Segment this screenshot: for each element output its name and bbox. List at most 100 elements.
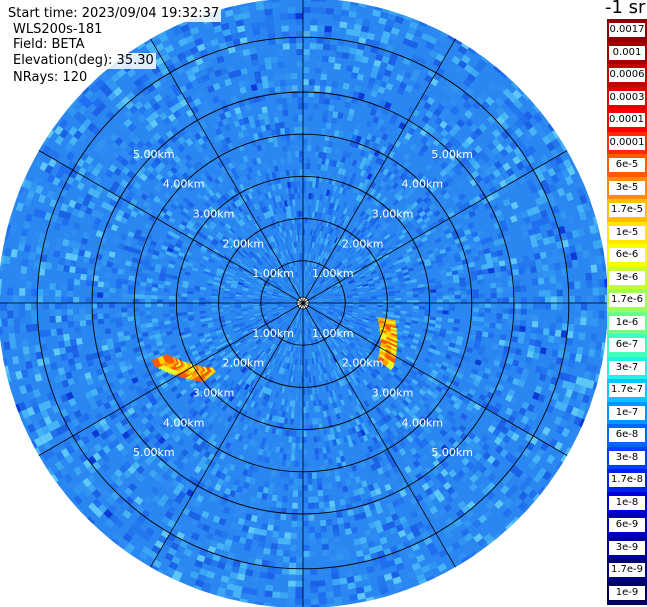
noise-bin bbox=[309, 328, 312, 335]
noise-bin bbox=[444, 184, 453, 193]
noise-bin bbox=[469, 68, 480, 78]
noise-bin bbox=[43, 309, 50, 317]
noise-bin bbox=[309, 265, 312, 272]
noise-bin bbox=[366, 325, 373, 330]
noise-bin bbox=[389, 172, 396, 181]
noise-bin bbox=[310, 306, 316, 310]
noise-bin bbox=[418, 290, 425, 294]
noise-bin bbox=[386, 559, 396, 568]
noise-bin bbox=[349, 257, 355, 263]
noise-bin bbox=[328, 56, 336, 64]
noise-bin bbox=[206, 570, 216, 579]
noise-bin bbox=[463, 229, 472, 236]
noise-bin bbox=[165, 459, 174, 468]
noise-bin bbox=[171, 556, 181, 565]
noise-bin bbox=[303, 49, 310, 56]
noise-bin bbox=[428, 252, 435, 259]
noise-bin bbox=[367, 324, 374, 328]
noise-bin bbox=[544, 303, 551, 310]
noise-bin bbox=[312, 484, 318, 491]
noise-bin bbox=[351, 426, 357, 434]
noise-bin bbox=[359, 169, 366, 177]
noise-bin bbox=[305, 211, 308, 218]
noise-bin bbox=[311, 241, 315, 248]
noise-bin bbox=[514, 468, 524, 479]
noise-bin bbox=[409, 21, 419, 30]
noise-bin bbox=[395, 268, 402, 273]
noise-bin bbox=[429, 227, 437, 234]
noise-bin bbox=[328, 397, 333, 404]
noise-bin bbox=[306, 310, 310, 316]
noise-bin bbox=[312, 247, 315, 255]
noise-bin bbox=[169, 463, 178, 472]
noise-bin bbox=[319, 270, 324, 277]
noise-bin bbox=[327, 309, 334, 313]
noise-bin bbox=[368, 243, 375, 249]
noise-bin bbox=[373, 97, 382, 106]
noise-bin bbox=[341, 324, 347, 328]
noise-bin bbox=[239, 561, 248, 570]
noise-bin bbox=[305, 328, 308, 335]
noise-bin bbox=[576, 409, 585, 419]
noise-bin bbox=[266, 348, 272, 355]
noise-bin bbox=[223, 374, 230, 381]
noise-bin bbox=[393, 373, 400, 380]
noise-bin bbox=[312, 418, 316, 425]
noise-bin bbox=[127, 293, 134, 299]
noise-bin bbox=[498, 440, 508, 449]
noise-bin bbox=[311, 260, 315, 267]
noise-bin bbox=[452, 380, 460, 388]
noise-bin bbox=[417, 149, 426, 157]
noise-bin bbox=[315, 363, 319, 370]
noise-bin bbox=[495, 423, 505, 432]
noise-bin bbox=[332, 111, 339, 119]
noise-bin bbox=[383, 470, 392, 479]
noise-bin bbox=[565, 388, 574, 398]
noise-bin bbox=[308, 328, 311, 335]
noise-bin bbox=[430, 77, 439, 87]
noise-bin bbox=[355, 246, 362, 253]
noise-bin bbox=[352, 386, 358, 394]
noise-bin bbox=[298, 358, 301, 365]
noise-bin bbox=[376, 374, 383, 381]
noise-bin bbox=[361, 335, 368, 340]
noise-bin bbox=[314, 85, 321, 92]
noise-bin bbox=[313, 280, 318, 287]
noise-bin bbox=[562, 395, 571, 405]
noise-bin bbox=[424, 487, 434, 496]
noise-bin bbox=[143, 495, 152, 505]
noise-bin bbox=[403, 406, 411, 414]
noise-bin bbox=[322, 555, 331, 563]
noise-bin bbox=[322, 251, 326, 258]
noise-bin bbox=[336, 406, 342, 414]
noise-bin bbox=[145, 298, 152, 303]
noise-bin bbox=[411, 378, 419, 386]
noise-bin bbox=[302, 550, 310, 557]
noise-bin bbox=[444, 448, 453, 457]
noise-bin bbox=[69, 338, 77, 346]
noise-bin bbox=[261, 437, 267, 444]
noise-bin bbox=[397, 135, 405, 143]
noise-bin bbox=[471, 368, 479, 375]
noise-bin bbox=[324, 25, 333, 33]
noise-bin bbox=[364, 88, 373, 96]
noise-bin bbox=[424, 309, 431, 314]
noise-bin bbox=[316, 338, 320, 345]
noise-bin bbox=[321, 404, 326, 412]
noise-bin bbox=[382, 30, 391, 39]
noise-bin bbox=[121, 293, 128, 299]
noise-bin bbox=[413, 376, 421, 383]
noise-bin bbox=[374, 282, 381, 286]
noise-bin bbox=[240, 448, 247, 457]
noise-bin bbox=[342, 485, 349, 493]
noise-bin bbox=[491, 468, 501, 478]
noise-bin bbox=[303, 67, 310, 74]
noise-bin bbox=[454, 298, 461, 304]
noise-bin bbox=[169, 306, 176, 310]
noise-bin bbox=[274, 415, 279, 423]
noise-bin bbox=[310, 278, 313, 285]
noise-bin bbox=[248, 372, 255, 379]
noise-bin bbox=[538, 290, 545, 297]
noise-bin bbox=[418, 306, 425, 310]
noise-bin bbox=[429, 316, 437, 321]
